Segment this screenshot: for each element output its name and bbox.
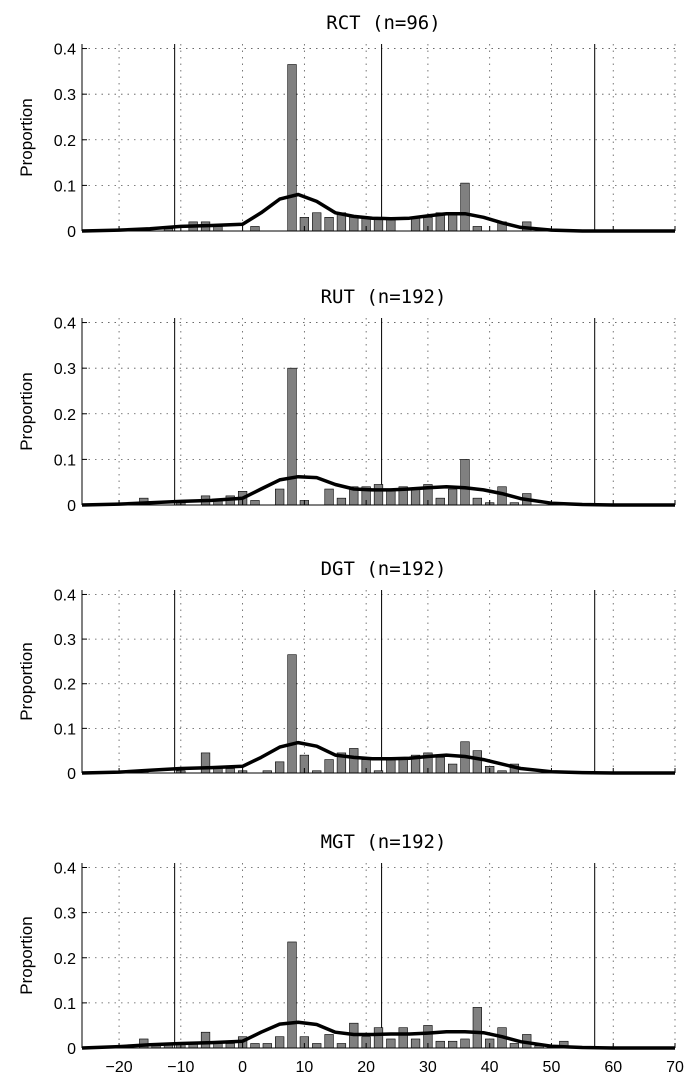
histogram-bar xyxy=(473,751,482,773)
x-tick-label: −10 xyxy=(167,1059,194,1076)
y-axis-label: Proportion xyxy=(17,372,36,450)
y-tick-label: 0.3 xyxy=(54,906,76,923)
histogram-bar xyxy=(473,498,482,505)
panel-2: RUT (n=192) Proportion 0 0.1 0.2 0.3 0.4 xyxy=(17,286,675,515)
histogram-bar xyxy=(288,655,297,773)
histogram-bar xyxy=(448,213,457,231)
y-tick-label: 0 xyxy=(67,224,76,241)
x-tick-label: 40 xyxy=(481,1059,499,1076)
x-tick-label: 0 xyxy=(238,1059,247,1076)
histogram-bar xyxy=(337,1043,346,1048)
panel-1: RCT (n=96) Proportion 0 0.1 0.2 0.3 0.4 xyxy=(17,12,675,241)
histogram-bar xyxy=(349,748,358,773)
x-tick-label: 70 xyxy=(666,1059,684,1076)
histogram-bar xyxy=(275,489,284,505)
panel-3: DGT (n=192) Proportion 0 0.1 0.2 0.3 0.4 xyxy=(17,558,675,783)
histogram-bar xyxy=(201,1032,210,1048)
x-tick-label: 50 xyxy=(543,1059,561,1076)
y-tick-label: 0.4 xyxy=(54,42,76,59)
y-axis-label: Proportion xyxy=(17,916,36,994)
histogram-bar xyxy=(275,762,284,773)
histogram-bar xyxy=(374,1028,383,1048)
y-tick-label: 0.2 xyxy=(54,951,76,968)
histogram-bar xyxy=(288,65,297,231)
panel-title: RUT (n=192) xyxy=(321,286,447,308)
y-axis-label: Proportion xyxy=(17,642,36,720)
y-tick-label: 0 xyxy=(67,498,76,515)
y-tick-label: 0.3 xyxy=(54,361,76,378)
y-axis-label: Proportion xyxy=(17,98,36,176)
histogram-bar xyxy=(461,183,470,231)
histogram-bar xyxy=(325,489,334,505)
histogram-bar xyxy=(399,1028,408,1048)
histogram-bar xyxy=(312,1043,321,1048)
y-tick-label: 0 xyxy=(67,1041,76,1058)
histogram-bar xyxy=(325,217,334,231)
y-tick-label: 0.2 xyxy=(54,133,76,150)
histogram-bar xyxy=(251,226,260,231)
histogram-bar xyxy=(288,368,297,505)
x-tick-label: 20 xyxy=(357,1059,375,1076)
histogram-bar xyxy=(448,764,457,773)
histogram-bar xyxy=(325,1034,334,1048)
histogram-bar xyxy=(251,500,260,505)
y-tick-label: 0.3 xyxy=(54,632,76,649)
histogram-bar xyxy=(263,1043,272,1048)
panel-title: DGT (n=192) xyxy=(321,558,447,580)
histogram-bar xyxy=(436,757,445,773)
y-tick-label: 0.4 xyxy=(54,316,76,333)
histogram-bar xyxy=(387,1039,396,1048)
histogram-bar xyxy=(436,1041,445,1048)
panel-4: MGT (n=192) Proportion 0 0.1 0.2 0.3 0.4 −20 −10… xyxy=(17,831,684,1076)
histogram-bar xyxy=(337,498,346,505)
histogram-bar xyxy=(473,226,482,231)
panel-title: MGT (n=192) xyxy=(321,831,447,853)
y-tick-label: 0.4 xyxy=(54,861,76,878)
histogram-bar xyxy=(325,760,334,773)
histogram-bar xyxy=(411,1039,420,1048)
y-tick-label: 0.1 xyxy=(54,721,76,738)
histogram-bar xyxy=(399,760,408,773)
y-tick-label: 0.1 xyxy=(54,178,76,195)
y-tick-label: 0.1 xyxy=(54,996,76,1013)
x-tick-label: 10 xyxy=(295,1059,313,1076)
histogram-bar xyxy=(411,489,420,505)
histogram-bar xyxy=(374,484,383,505)
histogram-bar xyxy=(288,942,297,1048)
y-tick-label: 0.1 xyxy=(54,452,76,469)
histogram-bar xyxy=(473,1007,482,1048)
histogram-bar xyxy=(275,1037,284,1048)
x-tick-label: 60 xyxy=(604,1059,622,1076)
histogram-bar xyxy=(349,217,358,231)
histogram-bar xyxy=(312,213,321,231)
histogram-bar xyxy=(201,753,210,773)
y-tick-label: 0 xyxy=(67,766,76,783)
histogram-bar xyxy=(226,1043,235,1048)
histogram-bar xyxy=(251,1043,260,1048)
panel-title: RCT (n=96) xyxy=(326,12,440,34)
histogram-bar xyxy=(461,459,470,505)
histogram-bar xyxy=(214,226,223,231)
histogram-bar xyxy=(448,489,457,505)
histogram-bar xyxy=(226,769,235,773)
histogram-bar xyxy=(436,498,445,505)
histogram-bar xyxy=(448,1041,457,1048)
y-tick-label: 0.3 xyxy=(54,87,76,104)
density-curve xyxy=(82,743,675,773)
histogram-bar xyxy=(510,1043,519,1048)
y-tick-label: 0.4 xyxy=(54,587,76,604)
histogram-bar xyxy=(461,1039,470,1048)
x-tick-label: −20 xyxy=(105,1059,132,1076)
x-tick-label: 30 xyxy=(419,1059,437,1076)
y-tick-label: 0.2 xyxy=(54,407,76,424)
y-tick-label: 0.2 xyxy=(54,677,76,694)
